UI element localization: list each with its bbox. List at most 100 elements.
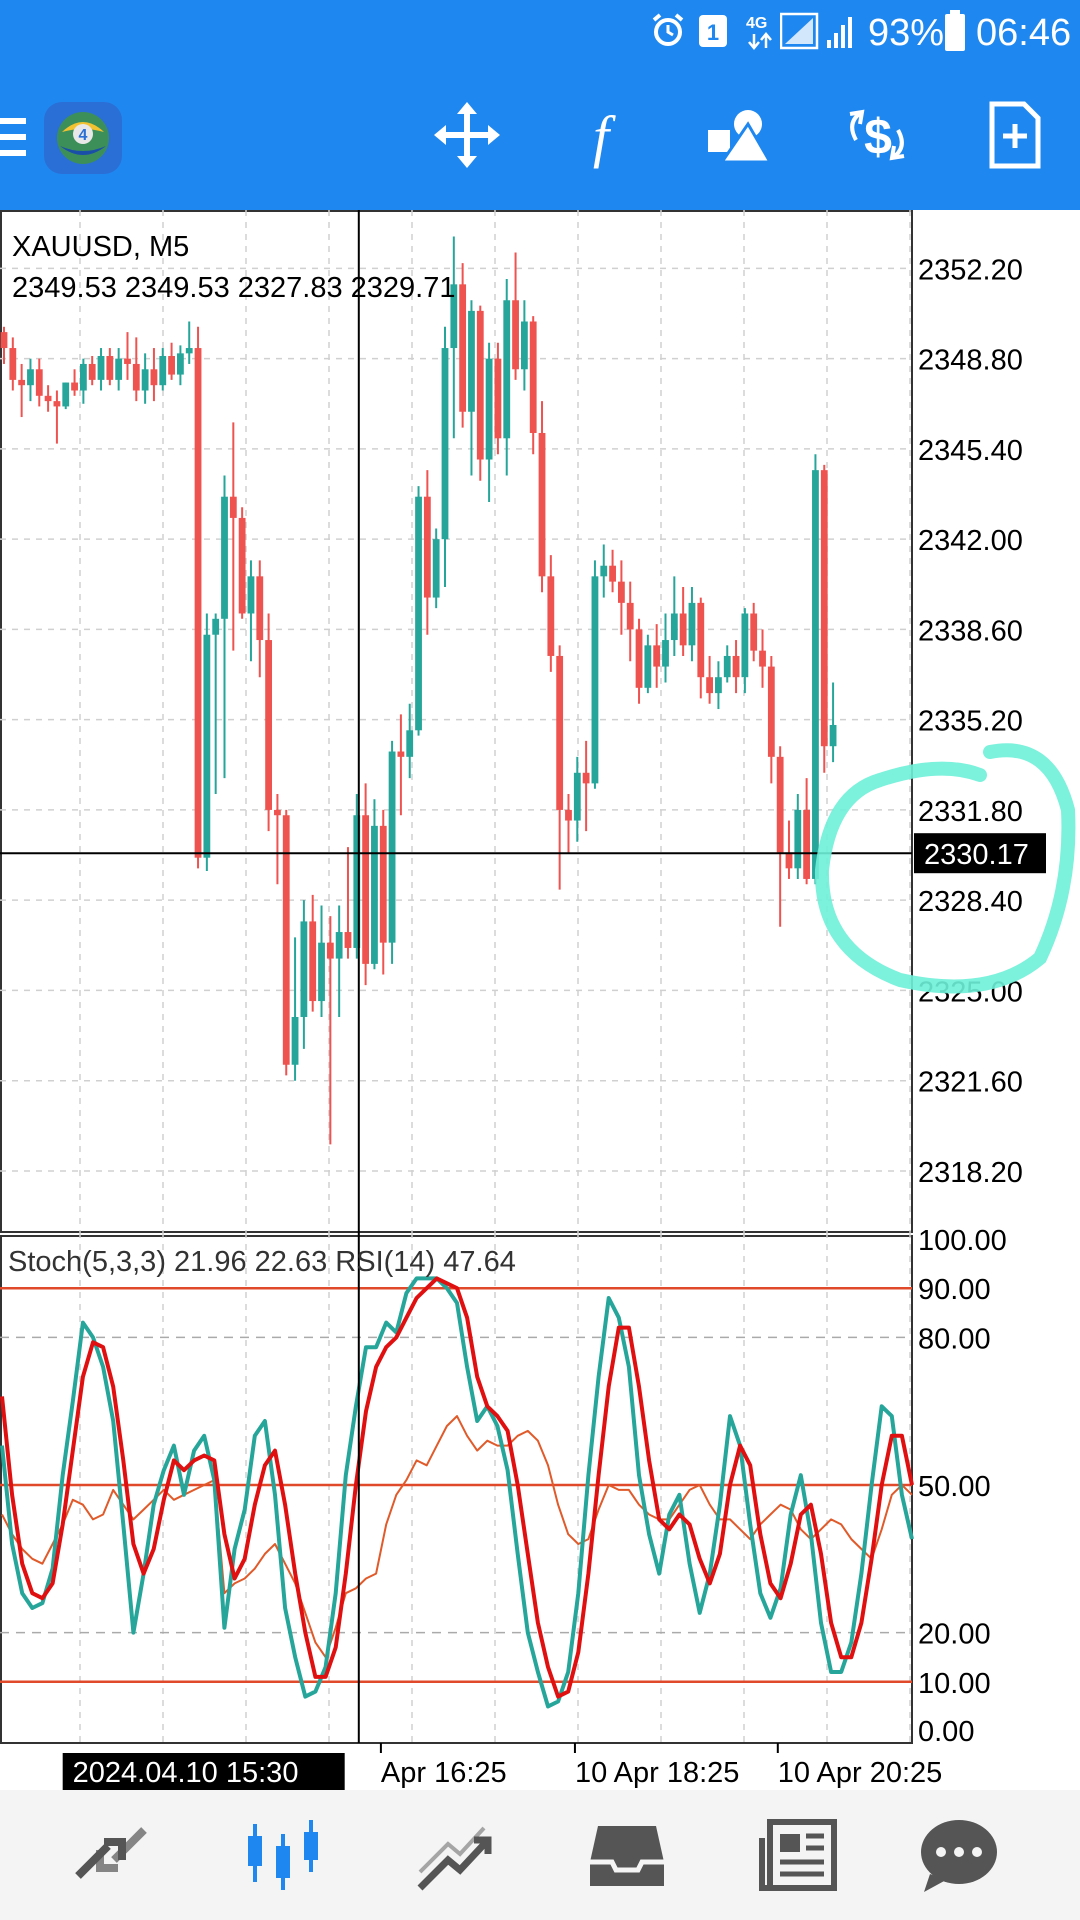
candle-body <box>520 321 528 370</box>
price-tick-label: 2352.20 <box>918 254 1023 286</box>
time-label: 10 Apr 18:25 <box>575 1757 739 1789</box>
candle-body <box>256 576 264 641</box>
candle-body <box>688 602 696 646</box>
sim-slot-number: 1 <box>707 20 719 45</box>
quotes-icon[interactable] <box>68 1812 154 1898</box>
candle <box>221 475 228 779</box>
candle <box>256 560 264 678</box>
candle <box>591 560 599 789</box>
candle-body <box>168 356 175 375</box>
menu-icon[interactable] <box>0 112 30 162</box>
candle <box>177 345 184 386</box>
candle-body <box>53 401 61 407</box>
candle-body <box>723 655 731 678</box>
candle <box>106 348 114 386</box>
crosshair-move-icon[interactable] <box>432 100 502 170</box>
chart-tab-icon[interactable] <box>240 1812 326 1898</box>
candle <box>785 820 793 879</box>
candle <box>309 894 317 1012</box>
highlight-circle-annotation <box>814 743 1076 994</box>
price-axis: 2352.20 2348.80 2345.40 2342.00 2338.60 2335.… <box>918 254 1023 1748</box>
candle <box>238 507 246 619</box>
candle <box>556 645 564 890</box>
candle <box>247 560 255 662</box>
candle <box>53 390 61 444</box>
news-tab-icon[interactable] <box>756 1812 842 1898</box>
candle-body <box>459 284 467 412</box>
candle-body <box>670 613 678 641</box>
price-tick-label: 2345.40 <box>918 435 1023 467</box>
candle-body <box>423 496 431 598</box>
candle <box>538 401 546 593</box>
candle-body <box>600 565 608 577</box>
trade-icon[interactable]: $ <box>842 100 912 170</box>
candle-body <box>573 772 581 821</box>
candle-body <box>476 310 484 460</box>
current-price-label: 2330.17 <box>924 839 1029 871</box>
candle-body <box>468 310 475 412</box>
candle-body <box>300 921 308 1017</box>
candle-body <box>185 348 193 354</box>
price-tick-label: 2338.60 <box>918 615 1023 647</box>
candle-body <box>229 496 237 518</box>
network-type: 4G <box>746 15 767 32</box>
trade-tab-icon[interactable] <box>412 1812 498 1898</box>
candle-body <box>812 470 819 879</box>
candle-body <box>626 602 634 630</box>
candle-body <box>177 353 184 375</box>
stoch-main-line <box>0 1276 914 1709</box>
candle <box>706 655 713 704</box>
candle-body <box>653 645 661 667</box>
candle <box>670 576 678 656</box>
candle-body <box>406 730 414 757</box>
history-tab-icon[interactable] <box>584 1812 670 1898</box>
price-tick-label: 2321.60 <box>918 1067 1023 1099</box>
candle <box>503 279 511 476</box>
candle-body <box>150 369 158 386</box>
candle <box>265 613 272 832</box>
candle-body <box>565 809 572 821</box>
candle-body <box>282 815 290 1065</box>
candle-body <box>706 677 713 694</box>
candle-body <box>379 825 387 943</box>
chat-tab-icon[interactable] <box>916 1812 1002 1898</box>
candle-body <box>353 815 361 948</box>
oscillator-tick-label: 100.00 <box>918 1225 1007 1257</box>
candle-body <box>538 432 546 577</box>
candle <box>450 236 458 439</box>
candle <box>573 756 581 842</box>
candle-body <box>88 363 96 380</box>
candle <box>732 640 740 694</box>
oscillator-panel-frame <box>0 1235 913 1744</box>
candle-body <box>432 539 440 598</box>
candle-body <box>529 321 537 433</box>
candle <box>803 778 811 885</box>
indicators-icon[interactable]: f <box>566 100 636 170</box>
candle <box>485 342 493 502</box>
candle <box>274 794 281 885</box>
chart-area[interactable]: 2352.20 2348.80 2345.40 2342.00 2338.60 2335.… <box>0 210 1080 1790</box>
candle <box>423 470 431 635</box>
new-order-icon[interactable] <box>980 100 1050 170</box>
candle <box>132 337 140 402</box>
candle <box>406 703 414 779</box>
objects-icon[interactable] <box>704 100 774 170</box>
candle <box>194 326 202 869</box>
candle <box>397 714 405 816</box>
time-label-box <box>62 1753 345 1790</box>
candle <box>476 305 484 481</box>
svg-text:$: $ <box>864 109 892 165</box>
candle-body <box>450 284 458 349</box>
current-price-box <box>914 833 1046 874</box>
app-toolbar <box>0 64 1080 210</box>
candle-body <box>644 645 652 688</box>
candle-body <box>362 815 370 964</box>
candle-body <box>344 932 352 948</box>
candle <box>582 740 590 832</box>
candle-body <box>247 576 255 614</box>
candle <box>124 332 131 380</box>
candle <box>150 348 158 402</box>
candle <box>282 809 290 1076</box>
candle-body <box>776 756 784 853</box>
candle-body <box>441 348 449 540</box>
